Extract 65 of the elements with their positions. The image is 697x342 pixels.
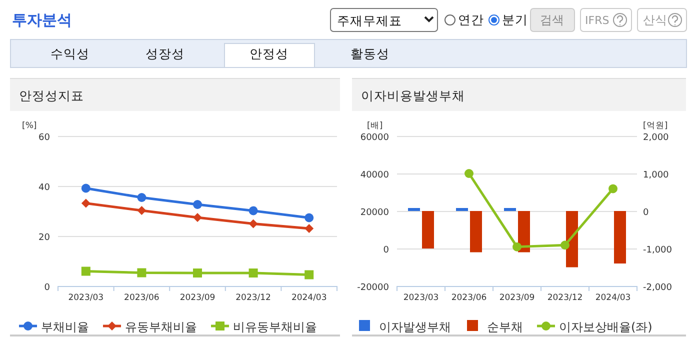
y2-tick-label: 0	[643, 208, 649, 218]
x-tick-label: 2024/03	[595, 293, 631, 303]
y2-tick-label: -2,000	[643, 283, 672, 293]
point	[137, 206, 146, 215]
legend-label: 순부채	[487, 320, 523, 334]
point	[248, 219, 258, 228]
point	[137, 268, 146, 278]
point	[81, 198, 90, 208]
text: 수익성	[50, 46, 90, 61]
text: 분기	[502, 12, 528, 27]
point	[193, 213, 202, 222]
point	[304, 224, 314, 233]
point	[193, 200, 202, 209]
y2-tick-label: 2,000	[643, 133, 670, 143]
legend-label: 비유동부채비율	[233, 320, 317, 334]
point	[560, 240, 570, 250]
text: 산식	[643, 13, 667, 27]
x-tick-label: 2023/09	[180, 293, 216, 303]
y2-tick-label: -1,000	[643, 246, 672, 256]
x-tick-label: 2023/03	[68, 293, 104, 303]
text: 안정성	[250, 46, 288, 61]
x-tick-label: 2023/06	[124, 293, 160, 303]
y2-tick-label: 1,000	[643, 170, 670, 180]
y-tick-label: 40	[38, 183, 50, 193]
point	[248, 206, 258, 216]
x-tick-label: 2023/12	[236, 293, 271, 303]
point	[137, 193, 146, 202]
legend-label: 유동부채비율	[125, 320, 197, 334]
x-tick-label: 2023/12	[547, 293, 583, 303]
text: 연간	[458, 12, 484, 27]
text: IFRS	[585, 14, 610, 27]
text: 검색	[540, 13, 564, 27]
text: 활동성	[350, 46, 390, 61]
point	[304, 270, 314, 280]
point	[464, 169, 474, 178]
point	[193, 268, 202, 278]
legend-label: 부채비율	[41, 320, 89, 334]
legend-label: 이자보상배율(좌)	[559, 320, 652, 334]
legend-label: 이자발생부채	[379, 320, 451, 334]
y-axis-title: [%]	[22, 121, 37, 131]
y2-axis-title: [억원]	[643, 121, 668, 131]
text: 성장성	[146, 46, 184, 61]
chart-title: 안정성지표	[19, 88, 84, 103]
chart-title: 이자비용발생부채	[361, 88, 465, 103]
x-tick-label: 2023/03	[403, 293, 439, 303]
point	[248, 268, 258, 278]
point	[512, 242, 522, 252]
y-tick-label: 20000	[360, 208, 390, 218]
x-tick-label: 2023/09	[499, 293, 535, 303]
x-tick-label: 2024/03	[291, 293, 327, 303]
y-tick-label: 0	[44, 283, 50, 293]
y-tick-label: 20	[38, 233, 50, 243]
point	[81, 266, 90, 276]
y-tick-label: 60	[38, 133, 50, 143]
y-tick-label: 0	[383, 246, 390, 256]
x-tick-label: 2023/06	[451, 293, 487, 303]
point	[304, 213, 314, 222]
y-tick-label: -20000	[357, 283, 390, 293]
y-tick-label: 60000	[360, 133, 390, 143]
point	[81, 184, 90, 193]
point	[608, 184, 618, 194]
text: 주재무제표	[337, 13, 402, 28]
text: 투자분석	[12, 11, 72, 29]
y-tick-label: 40000	[360, 170, 390, 180]
y-axis-title: [배]	[367, 121, 383, 131]
